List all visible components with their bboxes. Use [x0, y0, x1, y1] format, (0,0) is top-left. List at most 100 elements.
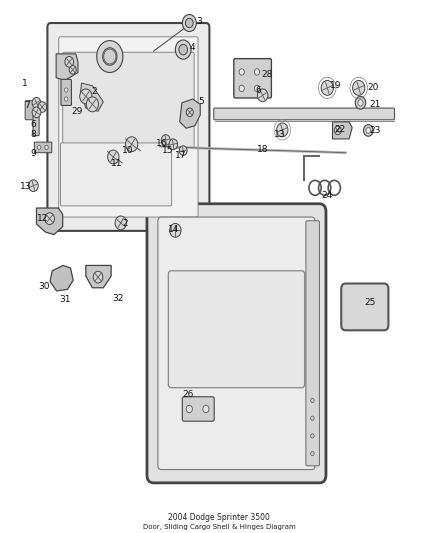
Circle shape	[161, 135, 170, 146]
Text: 30: 30	[39, 282, 50, 291]
FancyBboxPatch shape	[214, 108, 395, 120]
FancyBboxPatch shape	[147, 204, 326, 483]
Text: 6: 6	[31, 119, 36, 128]
Circle shape	[311, 398, 314, 402]
Polygon shape	[50, 265, 73, 291]
FancyBboxPatch shape	[168, 271, 304, 387]
Text: 23: 23	[370, 126, 381, 135]
Polygon shape	[180, 99, 200, 128]
Circle shape	[170, 223, 181, 237]
Circle shape	[358, 100, 363, 106]
Circle shape	[353, 80, 365, 95]
Circle shape	[277, 123, 288, 137]
Circle shape	[366, 127, 371, 133]
Circle shape	[32, 107, 41, 118]
Circle shape	[126, 137, 138, 152]
Polygon shape	[332, 122, 352, 139]
Circle shape	[321, 80, 333, 95]
Circle shape	[86, 97, 99, 112]
Circle shape	[182, 14, 196, 31]
Text: 11: 11	[111, 159, 122, 168]
Text: 5: 5	[199, 97, 205, 106]
Text: 4: 4	[190, 43, 196, 52]
Text: 2: 2	[122, 220, 128, 229]
Circle shape	[186, 108, 193, 117]
Circle shape	[179, 146, 187, 156]
Text: 15: 15	[162, 146, 173, 155]
Text: 22: 22	[335, 125, 346, 134]
Circle shape	[203, 405, 209, 413]
Circle shape	[97, 41, 123, 72]
Circle shape	[254, 85, 260, 92]
Text: 7: 7	[24, 101, 30, 110]
Circle shape	[239, 85, 244, 92]
Circle shape	[64, 88, 68, 92]
Text: 14: 14	[167, 225, 179, 234]
Text: 6: 6	[255, 85, 261, 94]
Circle shape	[311, 416, 314, 421]
FancyBboxPatch shape	[25, 101, 35, 120]
Text: 2: 2	[92, 86, 97, 95]
Circle shape	[45, 146, 48, 150]
Polygon shape	[86, 265, 111, 288]
Text: 2004 Dodge Sprinter 3500: 2004 Dodge Sprinter 3500	[168, 513, 270, 522]
Circle shape	[69, 66, 76, 74]
Text: 24: 24	[321, 191, 333, 200]
Circle shape	[38, 102, 46, 112]
Circle shape	[169, 139, 177, 150]
Text: 13: 13	[20, 182, 32, 191]
Circle shape	[93, 271, 103, 283]
Text: 10: 10	[122, 146, 133, 155]
Circle shape	[80, 89, 92, 104]
Circle shape	[32, 98, 41, 108]
Circle shape	[239, 69, 244, 75]
FancyBboxPatch shape	[34, 142, 52, 153]
FancyBboxPatch shape	[306, 221, 319, 466]
Text: 1: 1	[22, 78, 28, 87]
Polygon shape	[56, 54, 78, 80]
Text: 32: 32	[112, 294, 124, 303]
Circle shape	[115, 216, 127, 230]
Circle shape	[334, 126, 341, 135]
Text: 29: 29	[71, 107, 83, 116]
Text: 28: 28	[261, 70, 273, 78]
FancyBboxPatch shape	[341, 284, 389, 330]
Circle shape	[254, 69, 260, 75]
Polygon shape	[81, 83, 103, 111]
Circle shape	[355, 96, 366, 109]
Text: 8: 8	[31, 130, 36, 139]
Text: 25: 25	[364, 298, 375, 307]
FancyBboxPatch shape	[61, 79, 71, 106]
Circle shape	[364, 125, 373, 136]
FancyBboxPatch shape	[59, 37, 198, 217]
Circle shape	[311, 434, 314, 438]
Circle shape	[65, 56, 74, 67]
FancyBboxPatch shape	[234, 59, 272, 98]
Circle shape	[64, 97, 68, 101]
Text: 20: 20	[367, 83, 378, 92]
Circle shape	[179, 44, 187, 55]
Circle shape	[175, 40, 191, 59]
FancyBboxPatch shape	[33, 114, 39, 136]
Text: Door, Sliding Cargo Shell & Hinges Diagram: Door, Sliding Cargo Shell & Hinges Diagr…	[143, 523, 295, 530]
Circle shape	[102, 48, 117, 65]
Circle shape	[104, 49, 116, 64]
Circle shape	[45, 213, 54, 224]
Circle shape	[28, 180, 38, 191]
Text: 12: 12	[36, 214, 48, 223]
Text: 3: 3	[197, 18, 202, 27]
Circle shape	[185, 18, 193, 28]
FancyBboxPatch shape	[60, 143, 172, 206]
FancyBboxPatch shape	[182, 397, 214, 421]
Text: 21: 21	[370, 100, 381, 109]
Circle shape	[186, 405, 192, 413]
Text: 9: 9	[31, 149, 36, 158]
Text: 19: 19	[330, 81, 342, 90]
Text: 26: 26	[182, 390, 193, 399]
Text: 13: 13	[273, 130, 285, 139]
FancyBboxPatch shape	[63, 52, 194, 149]
Circle shape	[311, 451, 314, 456]
Circle shape	[258, 89, 268, 102]
Circle shape	[108, 150, 119, 164]
Polygon shape	[36, 208, 63, 235]
